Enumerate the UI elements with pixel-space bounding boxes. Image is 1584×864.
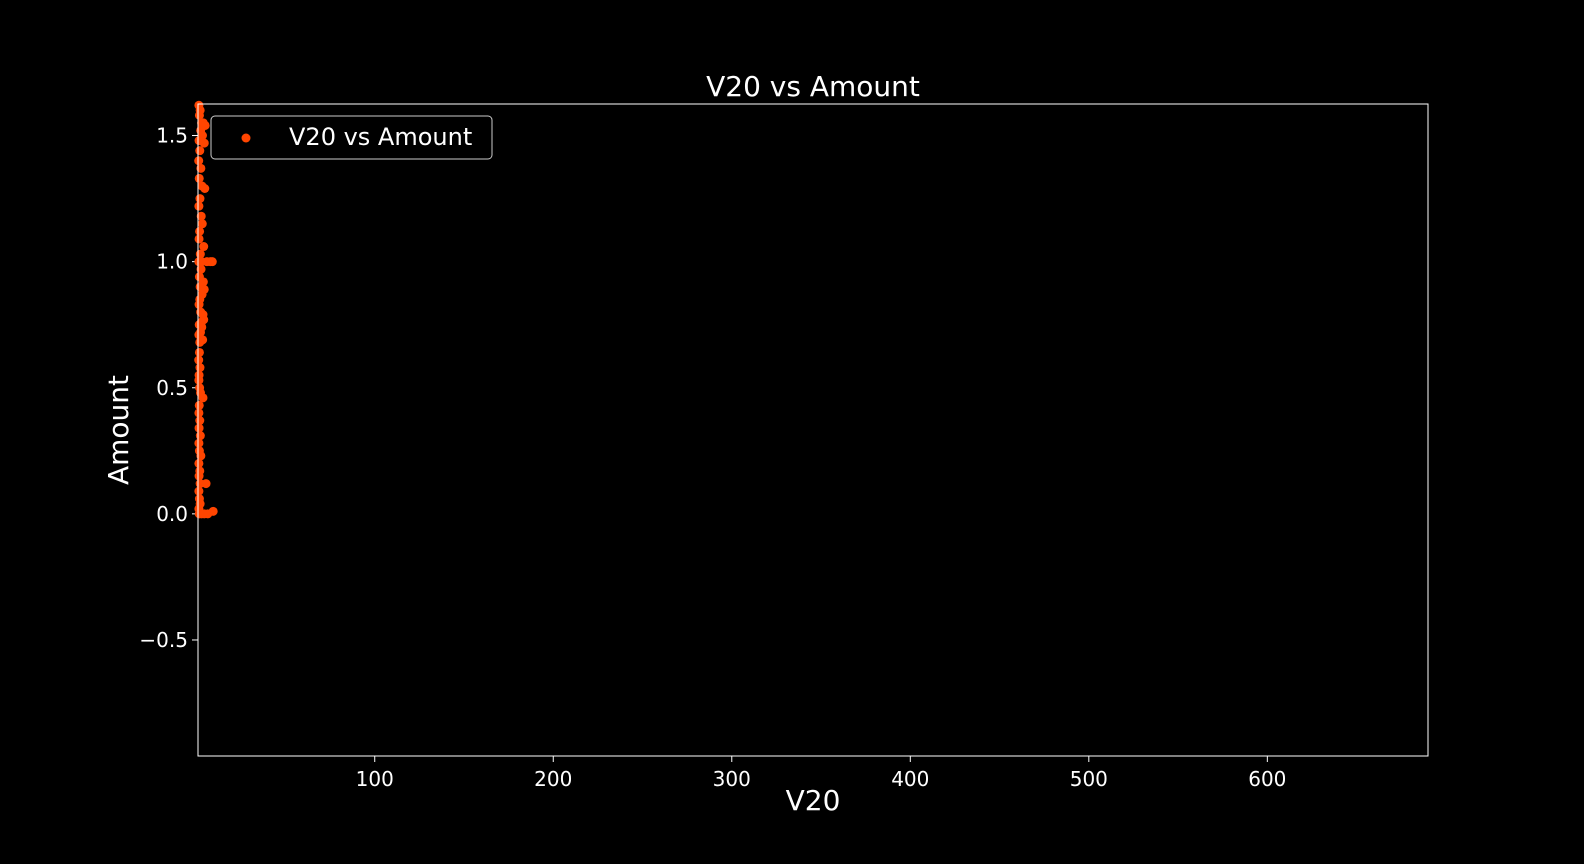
scatter-point bbox=[199, 138, 209, 148]
scatter-point bbox=[196, 163, 206, 173]
plot-area-frame bbox=[197, 103, 1429, 757]
scatter-point bbox=[194, 408, 204, 418]
x-tick-label: 500 bbox=[1070, 767, 1108, 791]
legend-label: V20 vs Amount bbox=[289, 123, 472, 151]
x-axis-label: V20 bbox=[786, 784, 841, 817]
scatter-point bbox=[194, 471, 204, 481]
scatter-point bbox=[196, 264, 206, 274]
scatter-point bbox=[196, 451, 206, 461]
x-tick-label: 600 bbox=[1248, 767, 1286, 791]
scatter-point bbox=[194, 347, 204, 357]
scatter-point bbox=[194, 458, 204, 468]
scatter-point bbox=[195, 194, 205, 204]
scatter-point bbox=[194, 110, 204, 120]
scatter-point bbox=[194, 486, 204, 496]
scatter-point bbox=[194, 300, 204, 310]
y-axis-label: Amount bbox=[102, 375, 135, 485]
x-tick-label: 400 bbox=[891, 767, 929, 791]
scatter-point bbox=[194, 438, 204, 448]
scatter-point bbox=[207, 257, 217, 267]
scatter-point bbox=[200, 183, 210, 193]
x-axis-ticks: 100 200 300 400 500 600 bbox=[356, 756, 1286, 791]
y-tick-label: 0.5 bbox=[156, 376, 188, 400]
chart-title: V20 vs Amount bbox=[706, 70, 920, 103]
scatter-point bbox=[195, 337, 205, 347]
x-tick-label: 200 bbox=[534, 767, 572, 791]
y-tick-label: 0.0 bbox=[156, 502, 188, 526]
scatter-point bbox=[196, 211, 206, 221]
legend-marker bbox=[241, 133, 251, 143]
scatter-point bbox=[198, 393, 208, 403]
scatter-point bbox=[194, 375, 204, 385]
scatter-point bbox=[197, 219, 207, 229]
scatter-point bbox=[194, 201, 204, 211]
scatter-point bbox=[195, 146, 205, 156]
scatter-point bbox=[208, 506, 218, 516]
scatter-point bbox=[194, 156, 204, 166]
scatter-point bbox=[195, 249, 205, 259]
scatter-point bbox=[194, 400, 204, 410]
legend: V20 vs Amount bbox=[210, 115, 493, 160]
scatter-point bbox=[197, 257, 207, 267]
x-tick-label: 100 bbox=[356, 767, 394, 791]
scatter-point bbox=[201, 479, 211, 489]
scatter-point bbox=[195, 363, 205, 373]
scatter-point bbox=[199, 242, 209, 252]
scatter-point bbox=[194, 423, 204, 433]
y-axis-ticks: −0.5 0.0 0.5 1.0 1.5 bbox=[139, 124, 198, 652]
scatter-point bbox=[194, 355, 204, 365]
y-tick-label: −0.5 bbox=[139, 628, 188, 652]
scatter-point bbox=[195, 226, 205, 236]
scatter-point bbox=[194, 234, 204, 244]
scatter-point bbox=[195, 431, 205, 441]
x-tick-label: 300 bbox=[713, 767, 751, 791]
y-tick-label: 1.0 bbox=[156, 250, 188, 274]
y-tick-label: 1.5 bbox=[156, 124, 188, 148]
scatter-point bbox=[194, 173, 204, 183]
legend-box bbox=[210, 115, 493, 160]
